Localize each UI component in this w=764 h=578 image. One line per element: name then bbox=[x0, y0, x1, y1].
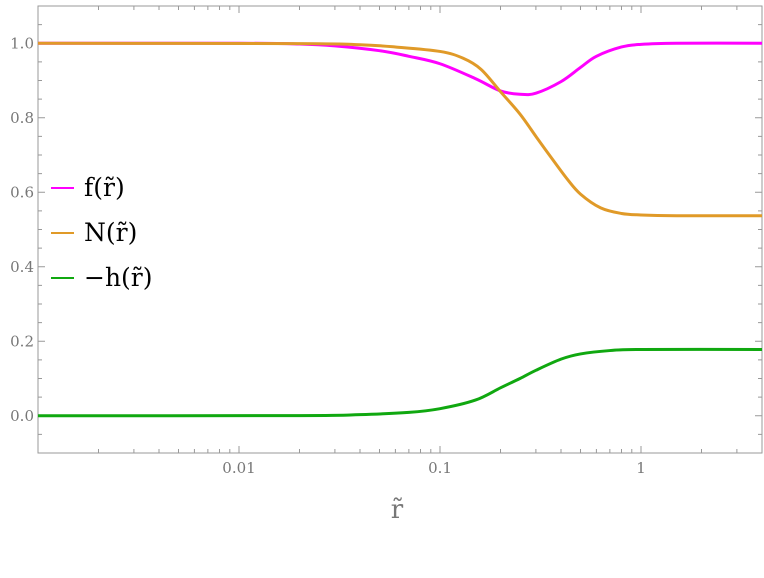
y-tick-label: 0.2 bbox=[10, 332, 34, 350]
series-line-2 bbox=[37, 347, 763, 418]
legend-label: f(r̃) bbox=[84, 173, 125, 202]
y-tick-label: 0.6 bbox=[10, 183, 34, 201]
series-line-1 bbox=[37, 41, 763, 218]
series-lines bbox=[37, 41, 763, 418]
x-tick-label: 0.1 bbox=[428, 459, 452, 477]
plot-frame bbox=[37, 5, 763, 454]
axis-ticks: 0.0 0.2 0.4 0.6 0.8 1.0 0.01 0.1 1 bbox=[10, 5, 763, 477]
y-tick-label: 0.0 bbox=[10, 407, 34, 425]
y-tick-label: 0.4 bbox=[10, 258, 34, 276]
x-tick-label: 0.01 bbox=[222, 459, 255, 477]
legend-label: N(r̃) bbox=[84, 218, 137, 247]
x-tick-label: 1 bbox=[636, 459, 646, 477]
legend: f(r̃) N(r̃) −h(r̃) bbox=[51, 173, 153, 292]
legend-label: −h(r̃) bbox=[84, 263, 153, 292]
y-tick-label: 0.8 bbox=[10, 109, 34, 127]
series-line-0 bbox=[37, 41, 763, 97]
y-tick-label: 1.0 bbox=[10, 34, 34, 52]
plot-border bbox=[37, 5, 763, 454]
x-axis-label: r̃ bbox=[391, 495, 404, 525]
